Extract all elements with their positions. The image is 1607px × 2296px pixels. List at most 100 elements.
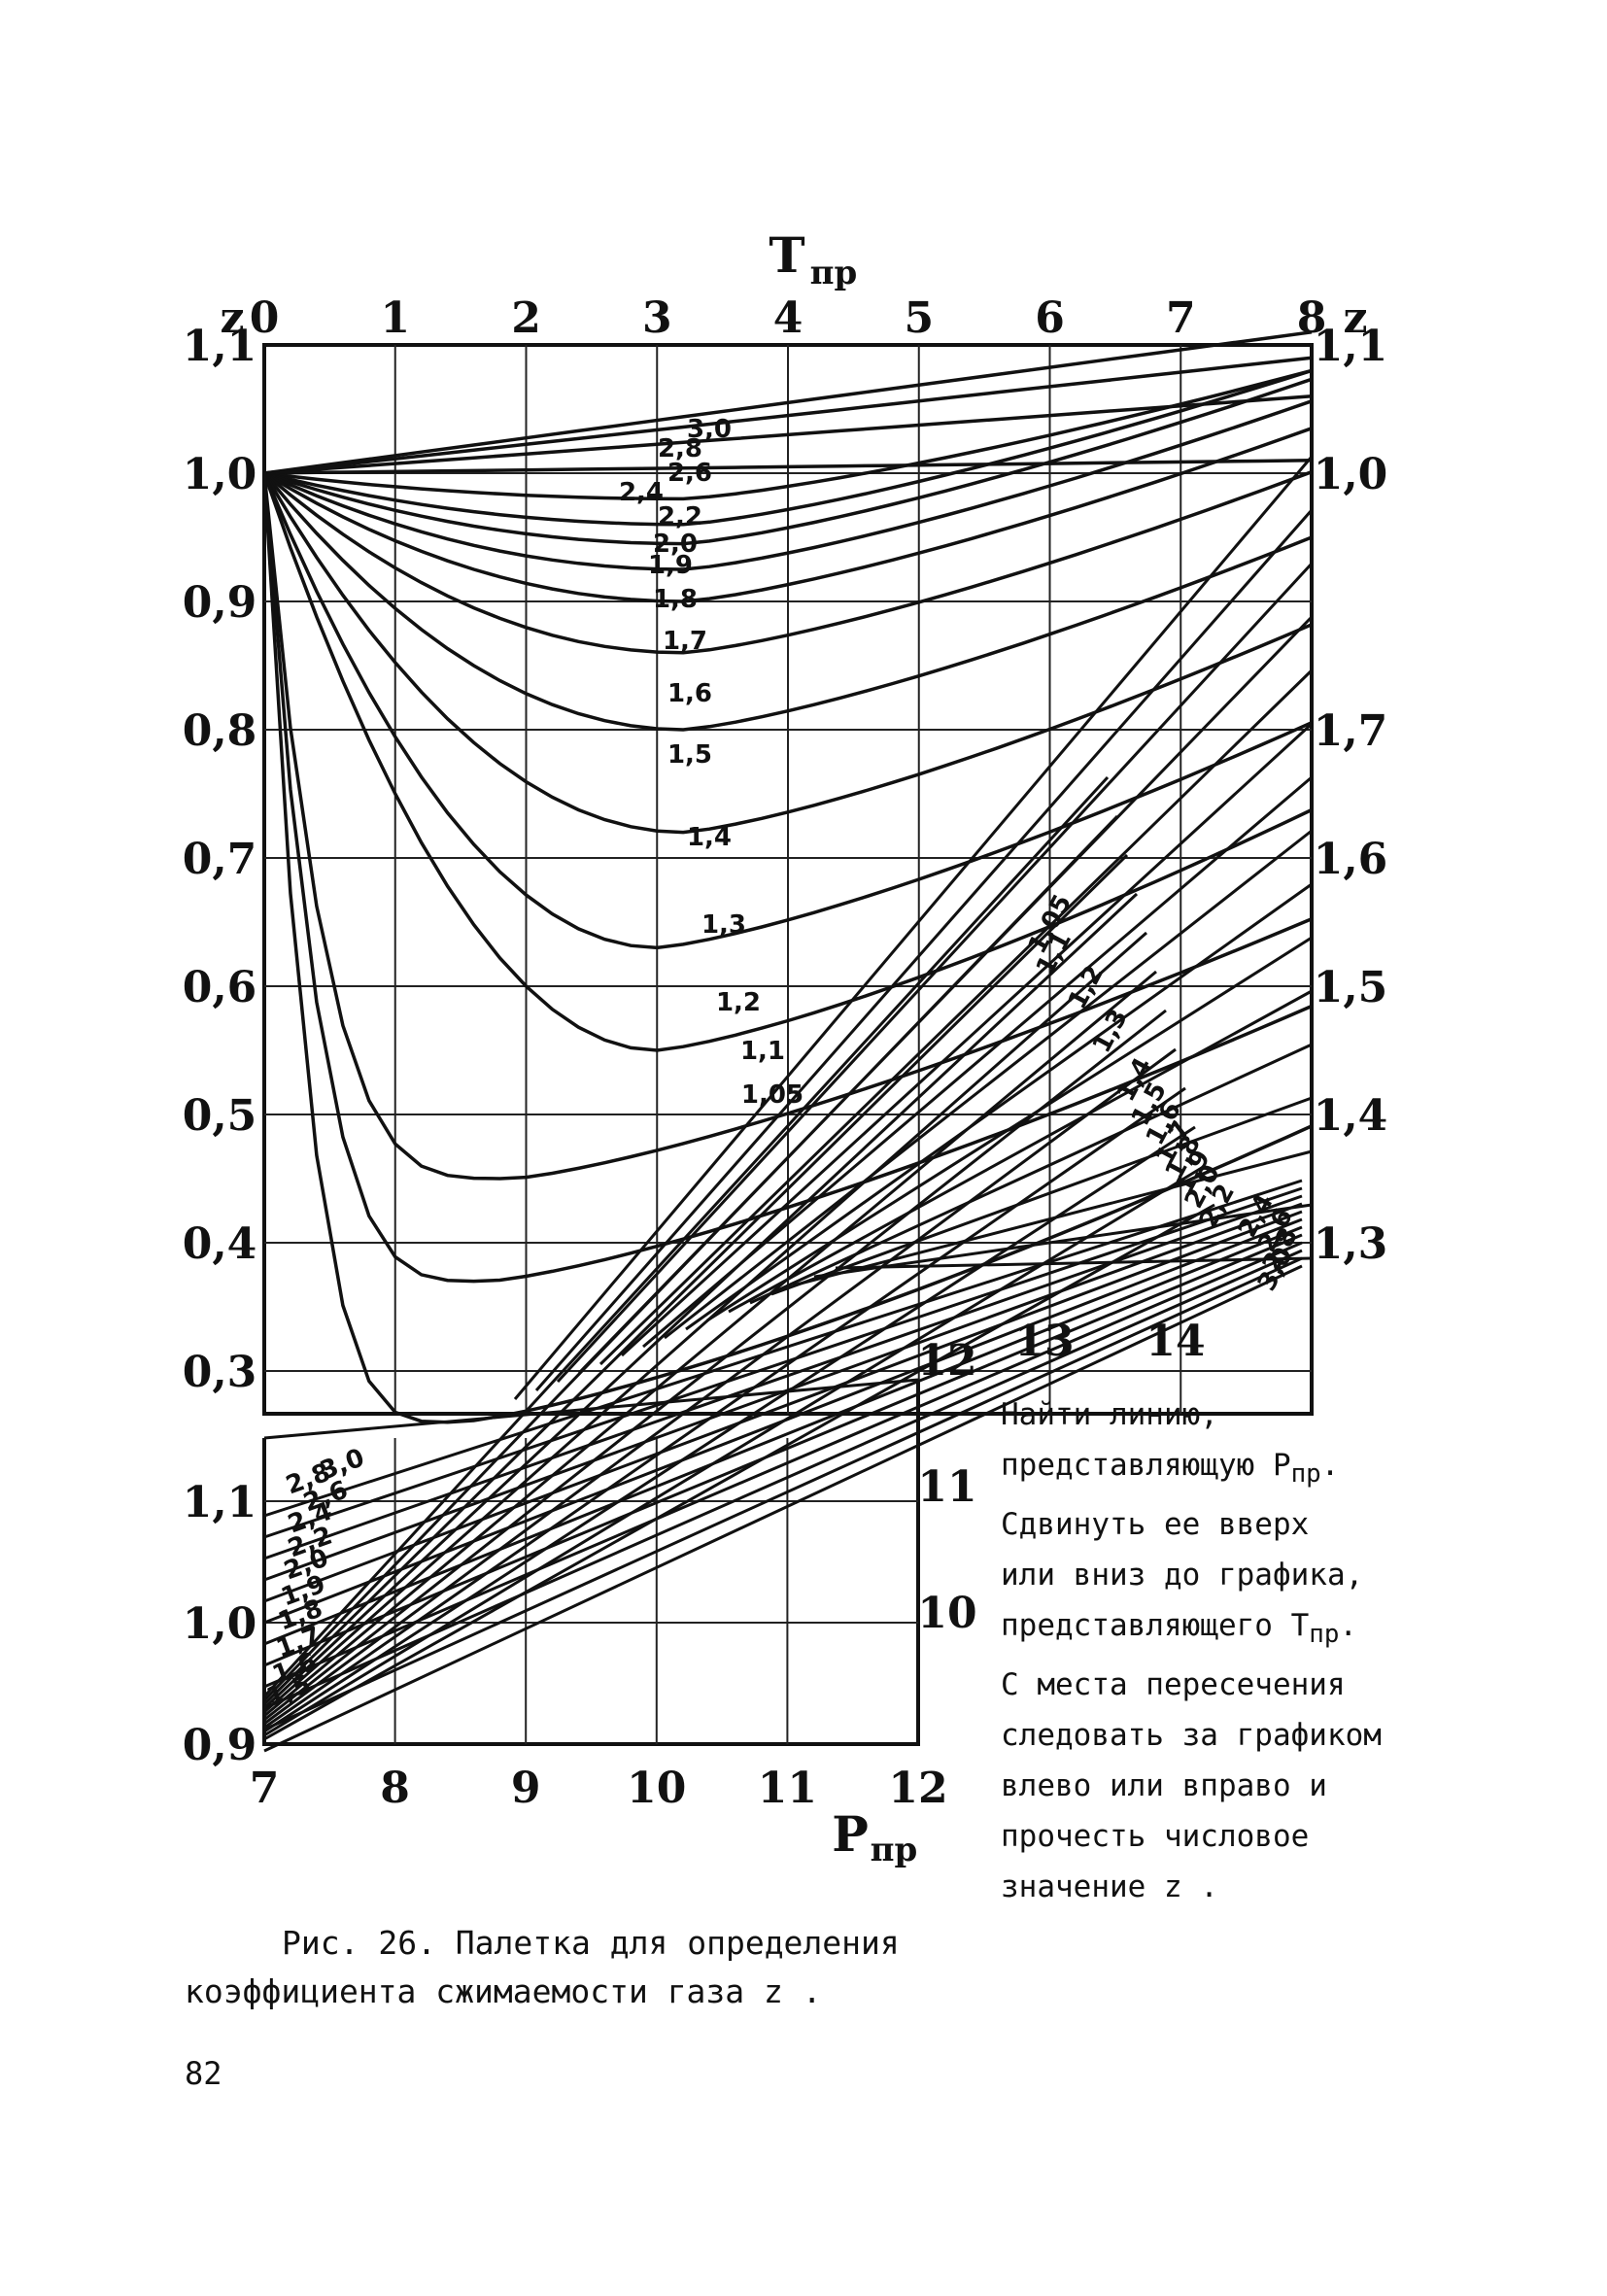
bottom-tick-label: 12 [888,1764,947,1813]
left-z-tick-label: 0,3 [183,1348,257,1397]
right-z-tick-label: 1,3 [1314,1219,1388,1269]
top-tick-label: 3 [642,293,672,343]
bottom-axis-title-sub: пр [871,1831,918,1869]
lower-fan-line [263,1256,1303,1731]
upper-curve-label: 2,8 [658,434,702,463]
right-z-tick-label: 1,5 [1314,963,1388,1012]
instruction-line: или вниз до графика, [1001,1558,1364,1593]
diagonal-line [706,936,1313,1322]
instruction-line: Найти линию, [1001,1397,1218,1432]
lower-fan-line [263,1202,1303,1582]
top-tick-label: 7 [1166,293,1196,343]
right-z-tick-label: 1,6 [1314,835,1388,884]
upper-curve-label: 1,4 [687,823,732,852]
upper-curve [262,472,1313,1052]
lower-left-z-tick-label: 1,0 [183,1599,257,1649]
lower-left-curve-label: 1,5 [262,1670,315,1713]
instruction-line: Сдвинуть ее вверх [1001,1507,1310,1543]
caption-line-1: Рис. 26. Палетка для определения [282,1924,900,1962]
lower-fan-line [263,1210,1303,1603]
bottom-tick-label: 7 [250,1764,280,1813]
lower-diagonal-line [263,931,1147,1714]
diagonal-line [556,562,1314,1384]
diagonal-line [664,829,1313,1340]
lower-fan-line [263,1233,1303,1667]
right-p-tick-label: 12 [917,1336,976,1386]
diagonal-line [598,668,1314,1366]
lower-left-z-tick-label: 0,9 [183,1721,257,1770]
lower-fan-line [263,1264,1303,1753]
upper-curve-label: 1,5 [667,740,712,770]
upper-curve [262,470,1313,655]
right-z-tick-label: 1,0 [1314,450,1388,499]
instructions-text: Найти линию, представляющую Pпр. Сдвинут… [1001,1389,1409,1912]
upper-curve-label: 1,05 [741,1080,804,1110]
top-tick-label: 5 [904,293,934,343]
upper-curve-label: 1,2 [716,988,761,1017]
top-axis-title: T [769,226,804,284]
lower-diagonal-line [263,1125,1196,1733]
lower-diagonal-line [262,853,1129,1706]
lower-diagonal-line [262,775,1110,1698]
left-z-tick-label: 0,9 [183,578,257,628]
diagonal-line [534,509,1314,1391]
upper-curve [263,427,1313,603]
lower-fan-line [263,1186,1303,1539]
lower-fan-line [263,1225,1303,1646]
diagonal-line [835,1256,1313,1270]
upper-curve [263,394,1313,475]
top-tick-label: 8 [1297,293,1327,343]
bottom-axis-title: P [832,1805,869,1863]
page-number: 82 [185,2055,222,2092]
instruction-line: представляющую Pпр. [1001,1448,1340,1490]
upper-curve [263,377,1313,546]
instruction-line: влево или вправо и [1001,1768,1327,1804]
diagonal-line [728,989,1313,1314]
upper-curve-label: 2,0 [653,530,698,559]
lower-right-tick-label: 14 [1145,1317,1205,1366]
right-p-tick-label: 10 [917,1589,976,1638]
left-z-tick-label: 0,4 [183,1219,257,1269]
instruction-line: представляющего Tпр. [1001,1608,1358,1650]
left-z-tick-label: 0,6 [183,963,257,1012]
right-p-tick-label: 11 [917,1462,976,1512]
instruction-line: С места пересечения [1001,1667,1346,1703]
upper-curve-label: 2,4 [619,478,664,507]
upper-curve [263,330,1313,475]
upper-curve-label: 1,8 [653,585,698,614]
diagonal-line [685,882,1313,1331]
upper-curve [262,471,1313,732]
upper-curve-label: 1,3 [701,910,746,940]
lower-fan-line [263,1179,1303,1518]
upper-curve-label: 2,2 [658,502,702,531]
upper-curve [263,356,1313,475]
diagonal-curve-label: 1,3 [1087,1005,1134,1058]
lower-diagonal-line [263,1009,1167,1722]
lower-diagonal-line [263,1164,1206,1737]
left-z-tick-label: 0,8 [183,706,257,756]
chart-curves [262,330,1314,1753]
instruction-line: значение z . [1001,1869,1218,1905]
diagonal-curve-label: 1,2 [1063,961,1110,1014]
right-z-tick-label: 1,1 [1314,322,1388,371]
upper-curve-label: 1,6 [667,679,712,708]
lower-diagonal-line [262,814,1119,1702]
top-axis-title-sub: пр [810,254,858,292]
lower-diagonal-line [263,1203,1215,1741]
diagonal-line [813,1203,1313,1279]
left-z-tick-label: 1,0 [183,450,257,499]
left-z-tick-label: 1,1 [183,322,257,371]
right-z-tick-label: 1,7 [1314,706,1388,756]
diagonal-line [513,456,1314,1400]
diagonal-line [770,1096,1313,1296]
instruction-line: прочесть числовое [1001,1819,1310,1855]
upper-curve [263,368,1313,501]
lower-fan-line [263,1194,1303,1560]
upper-curve-label: 1,7 [663,627,707,656]
diagonal-line [749,1043,1313,1305]
upper-curve-label: 2,6 [667,459,712,488]
top-tick-label: 2 [511,293,541,343]
upper-curve [262,472,1313,835]
bottom-tick-label: 9 [511,1764,541,1813]
